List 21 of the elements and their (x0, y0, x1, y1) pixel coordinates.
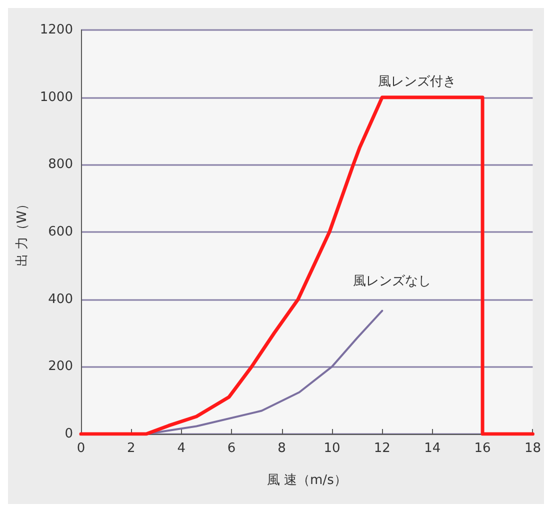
x-tick-label: 18 (524, 441, 541, 456)
x-tick-label: 12 (374, 441, 390, 456)
y-tick-label: 1000 (40, 90, 73, 105)
y-tick-label: 600 (48, 224, 73, 240)
x-tick-label: 6 (227, 441, 236, 456)
x-tick-label: 0 (76, 441, 86, 456)
x-tick-label: 16 (474, 441, 491, 456)
text: 風レンズなし (353, 274, 432, 289)
x-tick-label: 2 (127, 441, 136, 456)
y-tick-label: 200 (48, 359, 73, 374)
x-tick-label: 10 (324, 441, 340, 456)
y-tick-label: 1200 (40, 22, 73, 38)
y-tick-label: 800 (48, 157, 73, 172)
y-tick-label: 0 (64, 426, 73, 442)
series-label: 風レンズ付き (378, 74, 456, 90)
x-tick-label: 4 (177, 441, 186, 456)
y-tick-label: 400 (48, 292, 73, 307)
x-axis-title: 風 速（m/s） (266, 473, 347, 488)
y-axis-title: 出 力（W） (15, 198, 30, 266)
x-tick-label: 8 (278, 441, 286, 456)
x-tick-label: 14 (424, 441, 441, 456)
